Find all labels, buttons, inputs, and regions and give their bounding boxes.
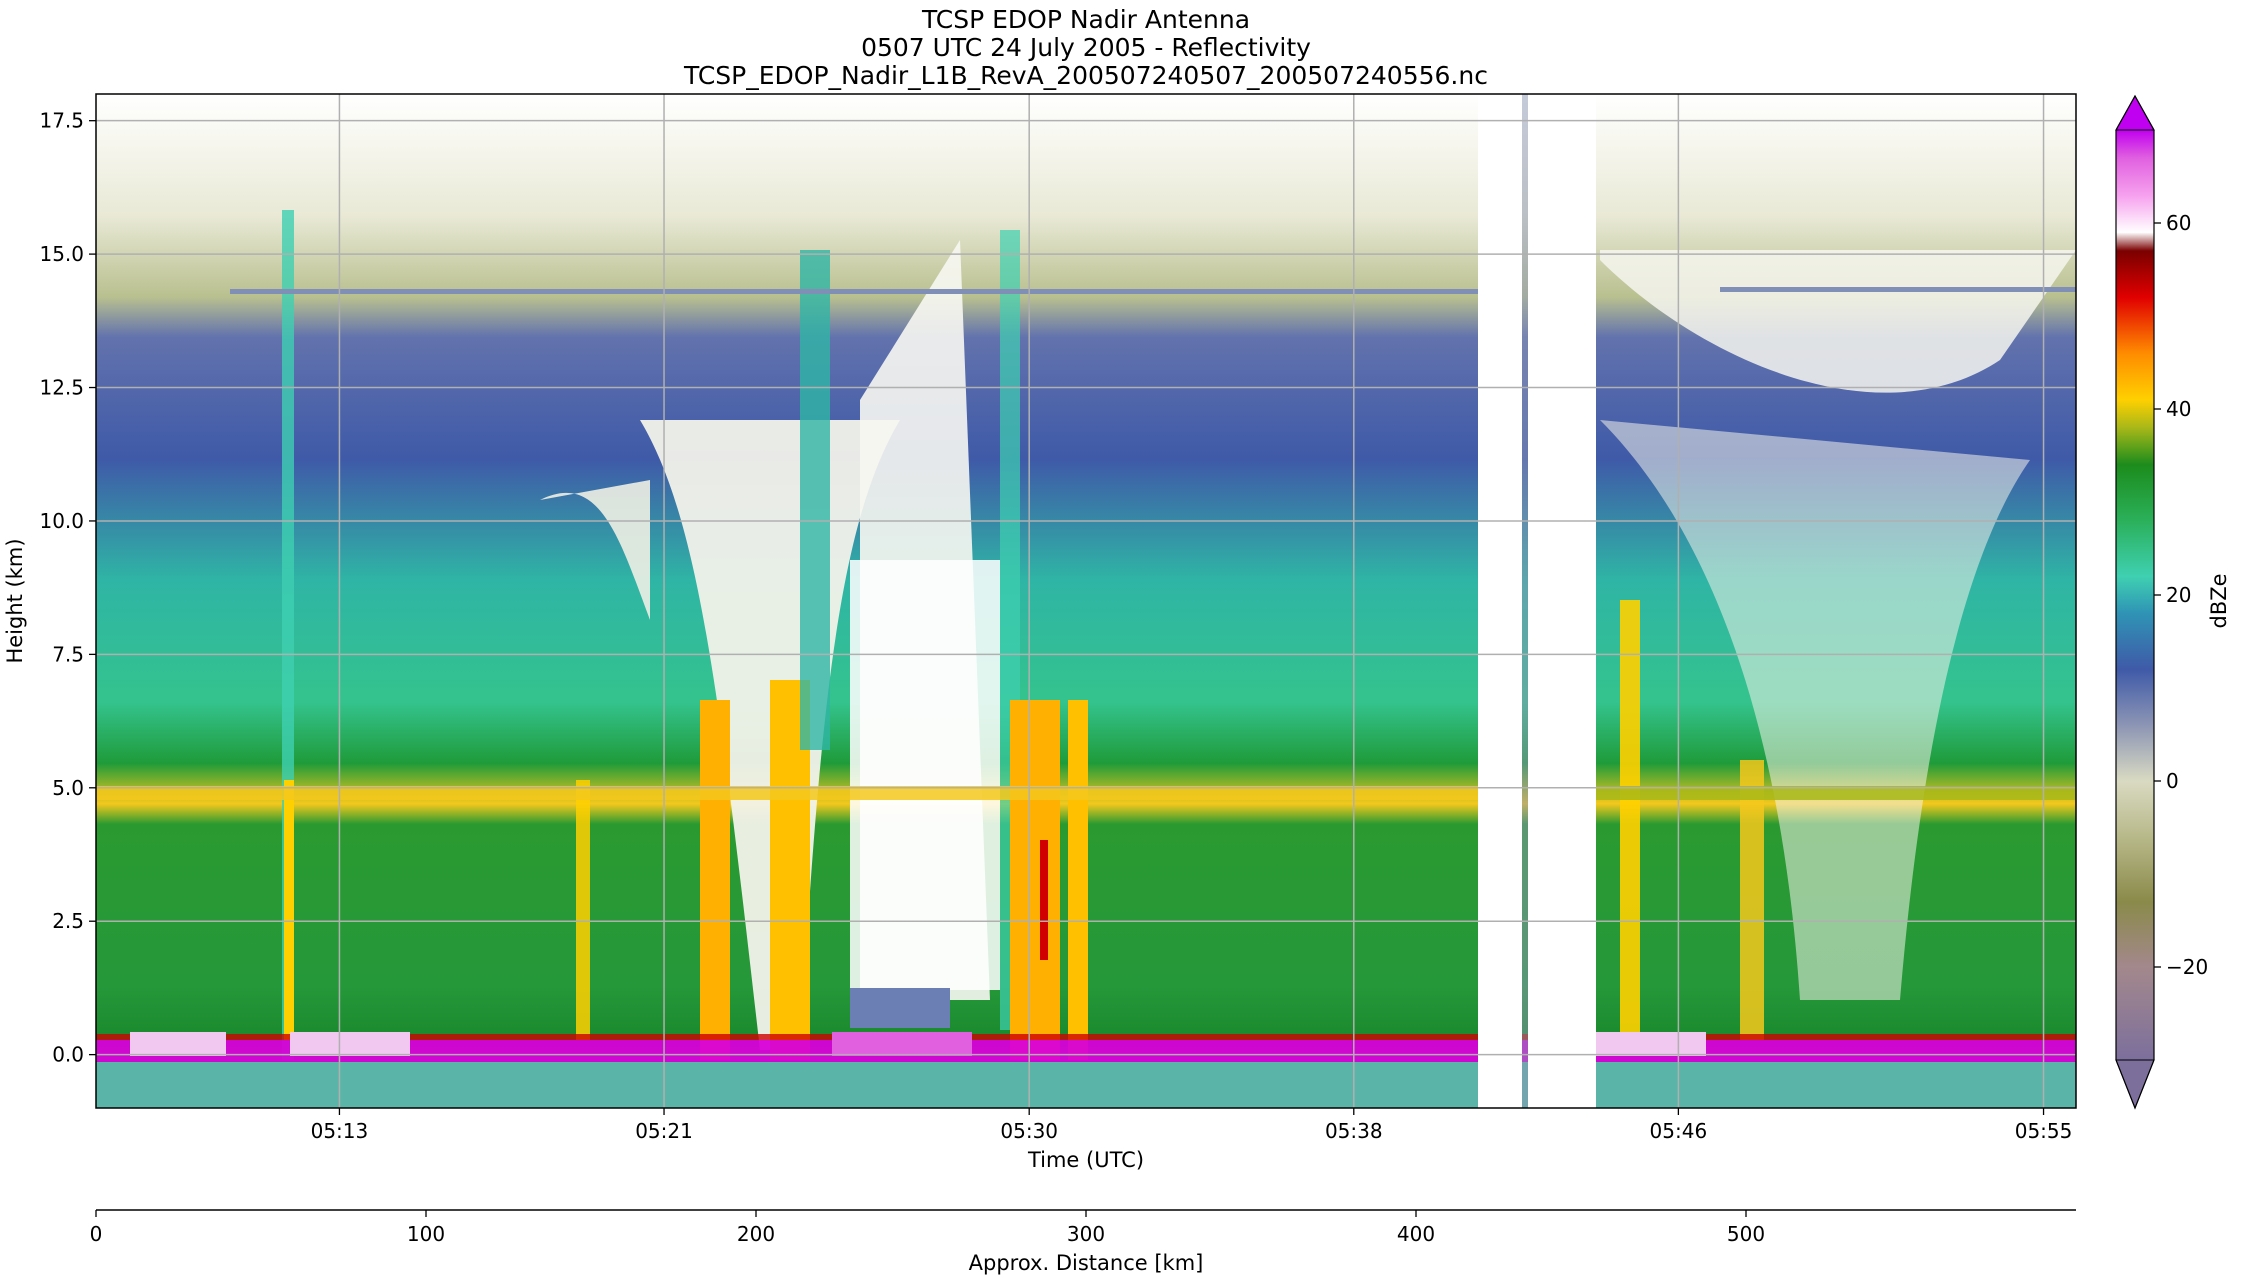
- chart-title-line-1: TCSP EDOP Nadir Antenna: [921, 5, 1250, 34]
- y-tick-label: 2.5: [52, 909, 84, 933]
- x-axis-distance: 0 100 200 300 400 500: [90, 1210, 1765, 1246]
- y-tick-label: 10.0: [39, 509, 84, 533]
- x-tick-label: 05:13: [311, 1119, 369, 1143]
- chart-title-line-3: TCSP_EDOP_Nadir_L1B_RevA_200507240507_20…: [683, 61, 1488, 90]
- cirrus-line-1: [230, 289, 1478, 294]
- clear-region-4: [540, 480, 650, 620]
- chart-title-line-2: 0507 UTC 24 July 2005 - Reflectivity: [861, 33, 1311, 62]
- convective-core-7: [1068, 700, 1088, 1060]
- clear-region-3: [850, 560, 1000, 990]
- distance-tick-label: 500: [1727, 1222, 1765, 1246]
- data-gap-sliver: [1522, 94, 1528, 1108]
- y-tick-label: 15.0: [39, 242, 84, 266]
- colorbar-body: [2116, 130, 2154, 1060]
- colorbar-tick-label: −20: [2166, 955, 2208, 979]
- distance-tick-label: 400: [1397, 1222, 1435, 1246]
- convective-core-5: [1010, 700, 1060, 1060]
- colorbar: −20 0 20 40 60 dBZe: [2115, 94, 2231, 1110]
- x-tick-label: 05:21: [635, 1119, 693, 1143]
- convective-core-6: [1040, 840, 1048, 960]
- y-tick-label: 12.5: [39, 376, 84, 400]
- colorbar-ticks: −20 0 20 40 60: [2154, 211, 2208, 979]
- gridlines: [96, 94, 2076, 1108]
- x-tick-label: 05:55: [2015, 1119, 2073, 1143]
- clear-region-5: [1600, 420, 2030, 1000]
- cirrus-line-2: [1720, 287, 2076, 292]
- colorbar-label: dBZe: [2207, 573, 2231, 628]
- y-tick-label: 7.5: [52, 642, 84, 666]
- y-axis-label: Height (km): [3, 538, 27, 663]
- data-gap-1: [1478, 94, 1522, 1108]
- surface-return-bright-2: [290, 1032, 410, 1056]
- x-tick-label: 05:30: [1000, 1119, 1058, 1143]
- distance-tick-label: 100: [407, 1222, 445, 1246]
- clear-region-6: [1600, 250, 2076, 393]
- distance-tick-label: 200: [737, 1222, 775, 1246]
- below-surface-mirror: [96, 1062, 2076, 1108]
- low-echo-block: [850, 988, 950, 1028]
- x-axis-label: Time (UTC): [1027, 1148, 1144, 1172]
- melting-layer-band-1: [96, 786, 1478, 800]
- data-gap-2: [1528, 94, 1596, 1108]
- colorbar-outline: [2115, 94, 2155, 1110]
- convective-column-2: [800, 250, 830, 750]
- convective-core-8: [1620, 600, 1640, 1040]
- plot-frame: [95, 93, 2077, 1109]
- x-tick-label: 05:46: [1650, 1119, 1708, 1143]
- surface-return-bright-4: [1596, 1032, 1706, 1056]
- convective-core-2: [576, 780, 590, 1040]
- y-tick-label: 17.5: [39, 109, 84, 133]
- surface-return-bright-3: [832, 1032, 972, 1056]
- colorbar-max-extension: [2115, 94, 2155, 131]
- convective-core-1: [284, 780, 294, 1040]
- y-tick-label: 0.0: [52, 1043, 84, 1067]
- convective-core-3: [700, 700, 730, 1060]
- colorbar-tick-label: 60: [2166, 211, 2191, 235]
- y-tick-label: 5.0: [52, 776, 84, 800]
- colorbar-tick-label: 40: [2166, 397, 2191, 421]
- convective-core-9: [1740, 760, 1764, 1040]
- colorbar-tick-label: 20: [2166, 583, 2191, 607]
- surface-return-bright-1: [130, 1032, 226, 1056]
- x-tick-label: 05:38: [1325, 1119, 1383, 1143]
- distance-axis-label: Approx. Distance [km]: [969, 1251, 1204, 1275]
- melting-layer-band-2: [1596, 786, 2076, 800]
- x-axis-time: 05:13 05:21 05:30 05:38 05:46 05:55: [311, 1108, 2073, 1143]
- reflectivity-curtain: [96, 94, 2076, 1108]
- colorbar-tick-label: 0: [2166, 769, 2179, 793]
- distance-tick-label: 300: [1067, 1222, 1105, 1246]
- distance-tick-label: 0: [90, 1222, 103, 1246]
- y-axis: 0.0 2.5 5.0 7.5 10.0 12.5 15.0 17.5: [39, 109, 96, 1067]
- surface-return-edge: [96, 1034, 2076, 1040]
- colorbar-min-extension: [2115, 1059, 2155, 1110]
